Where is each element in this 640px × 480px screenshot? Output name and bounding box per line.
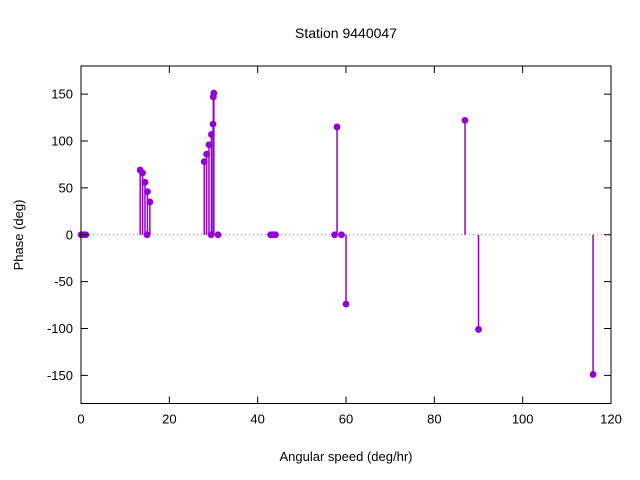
data-point — [342, 300, 350, 308]
data-point — [144, 188, 151, 196]
x-tick-label: 0 — [77, 412, 84, 427]
chart-title: Station 9440047 — [295, 25, 397, 41]
y-tick-label: 50 — [59, 180, 73, 195]
data-point — [475, 326, 482, 333]
data-point — [141, 178, 149, 186]
data-series — [77, 89, 597, 378]
x-tick-label: 120 — [600, 412, 622, 427]
y-tick-label: 0 — [66, 227, 73, 242]
x-tick-label: 40 — [250, 412, 264, 427]
x-tick-label: 60 — [339, 412, 353, 427]
y-tick-label: -150 — [47, 368, 73, 383]
x-axis-title: Angular speed (deg/hr) — [280, 449, 413, 464]
data-point — [589, 371, 597, 378]
x-tick-label: 20 — [162, 412, 176, 427]
data-point — [146, 198, 154, 206]
data-point — [461, 116, 469, 124]
y-tick-label: -100 — [47, 321, 73, 336]
data-point — [272, 231, 279, 239]
data-point — [214, 231, 222, 239]
y-axis-title: Phase (deg) — [11, 200, 26, 271]
y-tick-label: -50 — [54, 274, 73, 289]
y-tick-label: 100 — [51, 134, 73, 149]
axes: 0 20 40 60 80 100 120 -150 -100 -50 0 50 100 150 — [47, 65, 622, 427]
x-tick-label: 100 — [512, 412, 534, 427]
data-point — [139, 169, 146, 177]
x-tick-label: 80 — [427, 412, 441, 427]
data-point — [338, 231, 345, 239]
data-point — [210, 89, 218, 97]
data-point — [333, 123, 341, 131]
y-tick-label: 150 — [51, 87, 73, 102]
